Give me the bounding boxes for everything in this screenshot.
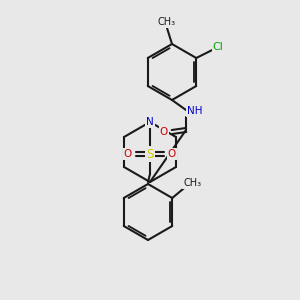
Text: N: N [146,117,154,127]
Text: CH₃: CH₃ [158,17,176,27]
Text: O: O [124,149,132,159]
Text: O: O [168,149,176,159]
Text: NH: NH [187,106,203,116]
Text: O: O [160,127,168,137]
Text: CH₃: CH₃ [183,178,201,188]
Text: Cl: Cl [213,42,224,52]
Text: S: S [146,148,154,160]
